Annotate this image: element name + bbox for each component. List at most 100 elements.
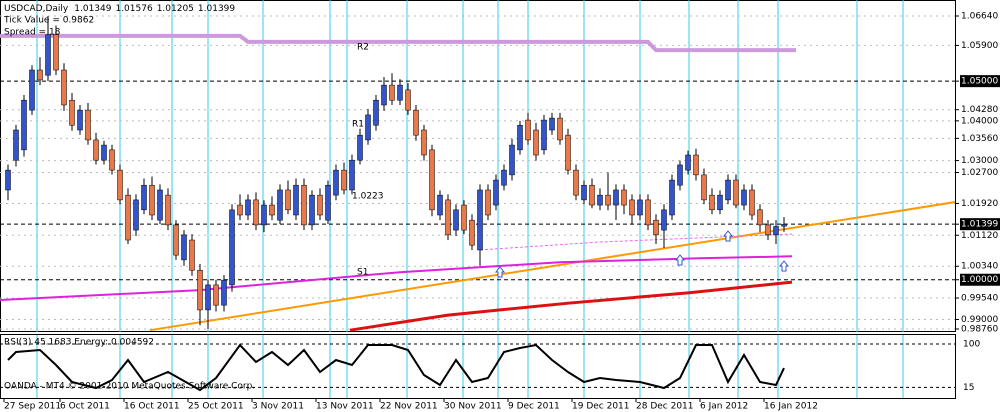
sub-y-tick-label: 100 bbox=[963, 340, 980, 350]
candle-body bbox=[133, 199, 139, 231]
candle-body bbox=[317, 194, 323, 216]
candle-body bbox=[229, 209, 235, 286]
candle-body bbox=[357, 134, 363, 161]
overlay-line bbox=[349, 280, 793, 332]
candle-body bbox=[397, 84, 403, 101]
candle-body bbox=[37, 69, 43, 81]
plot-area bbox=[0, 0, 955, 332]
overlay-line bbox=[0, 33, 796, 53]
y-tick-label: 0.99540 bbox=[961, 294, 998, 304]
candle-body bbox=[509, 144, 515, 176]
candle-body bbox=[213, 284, 219, 306]
sub-frame bbox=[0, 334, 956, 399]
candle-body bbox=[461, 204, 467, 231]
candle-body bbox=[533, 129, 539, 156]
x-tick-label: 28 Dec 2011 bbox=[636, 402, 694, 412]
candle-body bbox=[565, 134, 571, 171]
arrow-icon bbox=[778, 260, 790, 272]
y-tick-label: 1.00000 bbox=[961, 275, 998, 285]
candle-body bbox=[309, 194, 315, 226]
candle-body bbox=[773, 226, 779, 236]
candle-body bbox=[85, 109, 91, 141]
candle-body bbox=[253, 199, 259, 226]
arrow-icon bbox=[494, 266, 506, 278]
candle-body bbox=[45, 34, 51, 76]
candle-body bbox=[13, 129, 19, 161]
x-tick-label: 3 Nov 2011 bbox=[252, 402, 304, 412]
arrow-icon bbox=[674, 254, 686, 266]
note: Tick Value = 0.9862 bbox=[3, 16, 94, 26]
candle-body bbox=[301, 184, 307, 226]
candle-body bbox=[429, 149, 435, 211]
note: Spread = 18 bbox=[4, 28, 61, 38]
candle-body bbox=[493, 179, 499, 206]
candle-body bbox=[117, 169, 123, 201]
candle-body bbox=[109, 149, 115, 171]
y-tick-label: 1.02700 bbox=[961, 168, 998, 178]
header-value: 1.01399 bbox=[198, 4, 235, 14]
candle-body bbox=[69, 99, 75, 126]
title: USDCAD,Daily bbox=[4, 4, 69, 14]
x-tick-label: 22 Nov 2011 bbox=[380, 402, 438, 412]
candle-body bbox=[477, 189, 483, 251]
candle-body bbox=[573, 169, 579, 196]
candle-body bbox=[733, 179, 739, 206]
candle-body bbox=[501, 169, 507, 186]
candle-body bbox=[125, 194, 131, 241]
y-tick-label: 1.04000 bbox=[961, 116, 998, 126]
candle-body bbox=[53, 34, 59, 71]
candle-body bbox=[605, 194, 611, 206]
overlay-line bbox=[0, 255, 793, 302]
candle-body bbox=[469, 219, 475, 246]
candle-body bbox=[781, 223, 787, 227]
candle-body bbox=[421, 129, 427, 156]
candle-body bbox=[749, 189, 755, 216]
y-tick-label: 0.99000 bbox=[961, 315, 998, 325]
candle-body bbox=[741, 189, 747, 206]
candle-body bbox=[709, 194, 715, 211]
x-tick-label: 6 Jan 2012 bbox=[700, 402, 748, 412]
annotation: R1 bbox=[352, 120, 364, 130]
candle-body bbox=[653, 219, 659, 236]
x-tick-label: 13 Nov 2011 bbox=[316, 402, 374, 412]
candle-body bbox=[765, 224, 771, 236]
candle-body bbox=[333, 169, 339, 196]
candle-body bbox=[61, 69, 67, 106]
x-tick-label: 16 Jan 2012 bbox=[764, 402, 818, 412]
rsi-line bbox=[7, 343, 785, 392]
price-box bbox=[960, 273, 1000, 286]
candle-body bbox=[373, 99, 379, 126]
candle-body bbox=[581, 184, 587, 201]
candle-body bbox=[437, 194, 443, 216]
candle-body bbox=[589, 184, 595, 206]
candle-body bbox=[189, 239, 195, 271]
candle-body bbox=[237, 204, 243, 216]
candle-body bbox=[277, 189, 283, 221]
candle-body bbox=[453, 209, 459, 231]
candle-body bbox=[349, 159, 355, 191]
candle-body bbox=[693, 154, 699, 176]
candle-body bbox=[669, 179, 675, 216]
overlay-line bbox=[479, 233, 793, 251]
footer: OANDA - MT4 © 2001-2010 MetaQuotes Softw… bbox=[4, 382, 255, 392]
candle-body bbox=[93, 139, 99, 161]
sub-title: RSI(3) 45.1683 Energy: 0.004592 bbox=[4, 338, 154, 348]
candle-body bbox=[181, 234, 187, 261]
y-tick-label: 1.01120 bbox=[961, 231, 998, 241]
y-tick-label: 1.01920 bbox=[961, 199, 998, 209]
candle-body bbox=[701, 174, 707, 201]
x-tick-label: 30 Nov 2011 bbox=[444, 402, 502, 412]
candle-body bbox=[677, 164, 683, 186]
candle-body bbox=[381, 84, 387, 106]
main-frame bbox=[0, 0, 956, 332]
candle-body bbox=[637, 199, 643, 216]
candle-body bbox=[205, 284, 211, 311]
candle-body bbox=[549, 117, 555, 131]
chart-title: USDCAD,Daily 1.01349 1.01576 1.01205 1.01399 bbox=[4, 4, 235, 14]
y-tick-label: 1.03560 bbox=[961, 134, 998, 144]
y-tick-label: 1.06640 bbox=[961, 12, 998, 22]
candle-body bbox=[405, 89, 411, 111]
header-value: 1.01576 bbox=[115, 4, 152, 14]
candle-body bbox=[597, 194, 603, 206]
